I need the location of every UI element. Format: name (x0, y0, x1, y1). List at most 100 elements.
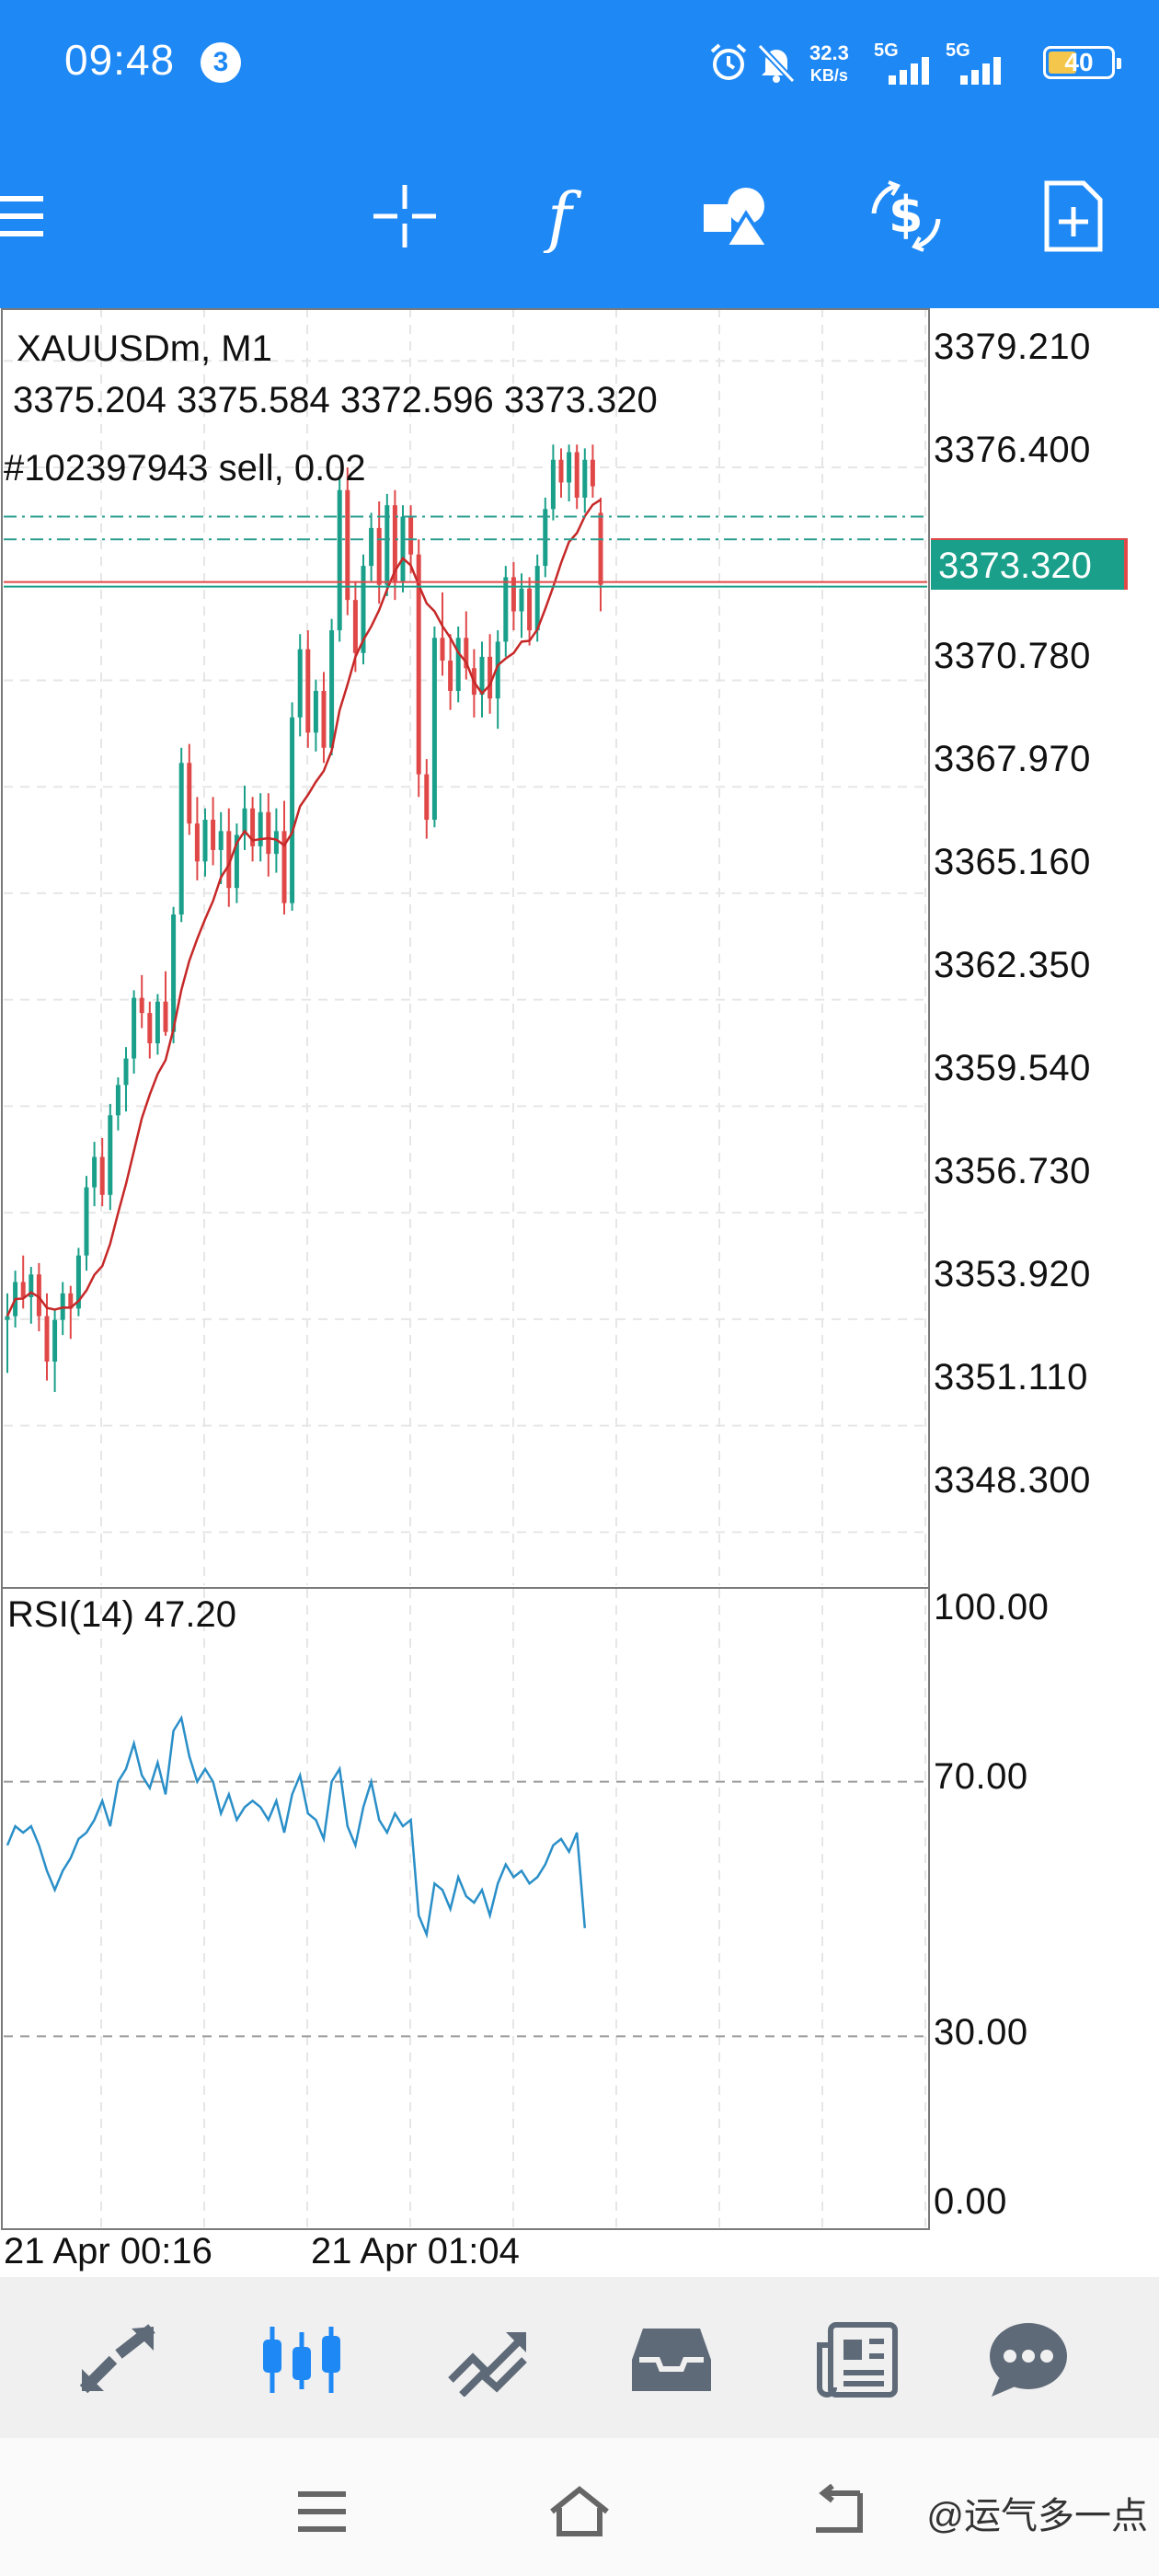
candle-body (511, 577, 516, 612)
candle-body (345, 489, 350, 601)
candle-body (313, 690, 318, 733)
menu-icon[interactable] (0, 175, 63, 258)
signal-1-label: 5G (874, 40, 899, 61)
chart-area[interactable]: XAUUSDm, M1 3375.204 3375.584 3372.596 3… (0, 308, 1159, 2277)
candle-body (337, 489, 342, 631)
price-axis-label: 3365.160 (934, 842, 1091, 882)
bottom-nav (0, 2277, 1159, 2438)
price-axis-label: 3362.350 (934, 945, 1091, 985)
trade-icon[interactable] (442, 2314, 534, 2406)
candle-body (352, 600, 358, 653)
chart-icon[interactable] (256, 2314, 348, 2406)
battery-level: 40 (1064, 48, 1094, 76)
trade-icon[interactable]: $ (865, 175, 947, 258)
price-axis-label: 3348.300 (934, 1460, 1091, 1501)
price-axis-label: 3379.210 (934, 327, 1091, 367)
candle-body (99, 1156, 105, 1195)
candle-body (534, 566, 540, 631)
candle-body (543, 509, 548, 567)
candle-body (187, 763, 192, 824)
candle-body (479, 656, 485, 696)
rsi-axis-label: 0.00 (934, 2181, 1007, 2222)
candle-body (171, 914, 177, 1032)
candle-body (384, 505, 390, 585)
status-bar: 09:48 3 32.3 KB/s 5G 5G (0, 0, 1159, 124)
chart-symbol: XAUUSDm, M1 (17, 328, 272, 369)
candle-body (155, 1001, 160, 1044)
candle-body (108, 1115, 113, 1195)
moving-average-line (6, 499, 602, 1317)
candle-body (211, 820, 216, 850)
notification-badge: 3 (201, 42, 241, 83)
rsi-line (6, 1715, 587, 1939)
candle-body (448, 661, 453, 691)
rsi-axis-label: 100.00 (934, 1587, 1050, 1627)
svg-text:$: $ (889, 186, 924, 244)
candle-body (273, 831, 279, 855)
bell-off-icon (757, 43, 796, 84)
candle-body (147, 1013, 153, 1044)
quotes-icon[interactable] (72, 2314, 164, 2406)
candle-body (226, 831, 232, 889)
signal-icon: 5G (874, 40, 938, 86)
signal-2-label: 5G (946, 40, 970, 61)
battery-icon: 40 (1043, 46, 1121, 79)
candle-body (44, 1316, 50, 1362)
candle-body (68, 1293, 74, 1309)
candle-body (218, 831, 224, 850)
candle-body (574, 452, 580, 498)
candle-body (598, 512, 603, 585)
candle-body (290, 717, 295, 903)
candle-body (582, 459, 588, 498)
recent-apps-icon[interactable] (285, 2479, 359, 2544)
candle-body (29, 1274, 34, 1297)
net-speed: 32.3 KB/s (809, 42, 849, 86)
watermark: @运气多一点 (926, 2496, 1148, 2536)
crosshair-icon[interactable] (363, 175, 446, 258)
candle-body (20, 1282, 26, 1297)
candle-body (132, 997, 137, 1059)
time-axis-label: 21 Apr 01:04 (311, 2231, 520, 2271)
news-icon[interactable] (811, 2314, 903, 2406)
candle-body (115, 1085, 120, 1116)
candle-body (92, 1156, 98, 1188)
rsi-axis-label: 70.00 (934, 1756, 1028, 1797)
candle-body (455, 638, 461, 691)
candle-body (392, 505, 397, 581)
price-axis-label: 3370.780 (934, 636, 1091, 676)
signal-icon: 5G (946, 40, 1010, 86)
price-axis-label: 3351.110 (934, 1357, 1088, 1397)
price-chart[interactable] (0, 308, 1159, 2277)
candle-body (84, 1187, 89, 1256)
candle-body (163, 1001, 168, 1032)
candle-body (369, 527, 374, 567)
candle-body (194, 823, 200, 862)
net-speed-unit: KB/s (809, 66, 848, 85)
price-axis-label: 3353.920 (934, 1254, 1091, 1294)
chat-icon[interactable] (982, 2314, 1074, 2406)
candle-body (297, 649, 303, 718)
function-icon[interactable]: f (529, 175, 612, 258)
home-icon[interactable] (543, 2479, 616, 2544)
candle-body (242, 808, 247, 835)
candle-body (202, 820, 208, 862)
candle-body (408, 516, 414, 555)
price-axis-label: 3359.540 (934, 1048, 1091, 1088)
candle-body (416, 554, 421, 775)
new-order-icon[interactable] (1032, 175, 1115, 258)
open-order-label[interactable]: #102397943 sell, 0.02 (4, 448, 366, 489)
objects-icon[interactable] (697, 175, 780, 258)
rsi-title: RSI(14) 47.20 (7, 1594, 237, 1635)
alarm-icon (710, 43, 747, 80)
back-icon[interactable] (802, 2479, 876, 2544)
candle-body (488, 656, 493, 699)
history-icon[interactable] (625, 2314, 717, 2406)
status-time: 09:48 (64, 36, 176, 84)
candle-body (567, 452, 572, 483)
time-axis-label: 21 Apr 00:16 (4, 2231, 212, 2271)
candle-body (321, 690, 327, 748)
candle-body (424, 774, 430, 821)
candle-body (329, 630, 335, 748)
candle-body (558, 459, 564, 483)
price-axis-label: 3376.400 (934, 430, 1091, 470)
